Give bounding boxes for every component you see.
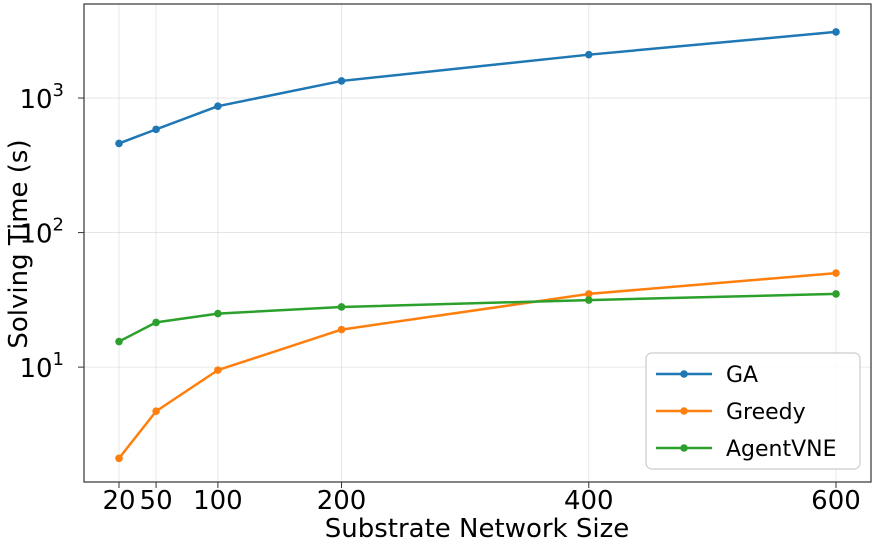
x-tick-label: 600: [811, 486, 861, 516]
legend-label: Greedy: [726, 400, 806, 425]
legend: GA Greedy AgentVNE: [645, 352, 861, 470]
data-point: [584, 290, 593, 298]
data-point: [115, 337, 123, 346]
y-tick-label: 103: [19, 80, 64, 115]
x-axis-ticks: 20 50 100 200 400 600: [102, 482, 861, 516]
x-tick-label: 400: [564, 486, 614, 516]
data-point: [115, 139, 123, 148]
grid-lines: [84, 4, 871, 482]
data-point: [832, 290, 840, 298]
data-point: [214, 102, 222, 110]
legend-label: GA: [726, 363, 758, 388]
data-point: [152, 125, 160, 134]
y-tick-exponent: 1: [53, 349, 64, 370]
series-greedy: [115, 269, 840, 463]
series-group: [115, 28, 840, 463]
data-point: [214, 366, 222, 374]
x-tick-label: 20: [102, 486, 135, 516]
legend-marker: [680, 407, 688, 415]
y-tick-exponent: 2: [53, 215, 64, 236]
data-point: [337, 325, 346, 334]
series-line: [118, 30, 837, 145]
legend-label: AgentVNE: [726, 437, 837, 462]
data-point: [337, 303, 346, 311]
legend-entry: Greedy: [656, 400, 806, 425]
y-tick-exponent: 3: [53, 80, 64, 101]
legend-entry: AgentVNE: [656, 437, 837, 462]
plot-area-frame: [83, 3, 872, 483]
series-line: [118, 271, 837, 460]
legend-entry: GA: [656, 363, 758, 388]
y-tick-base: 10: [19, 85, 52, 115]
legend-marker: [680, 444, 688, 452]
data-point: [584, 50, 593, 59]
legend-box: [645, 352, 861, 470]
data-point: [152, 318, 160, 327]
y-tick-base: 10: [19, 220, 52, 250]
y-tick-label: 102: [19, 215, 64, 250]
series-ga: [115, 28, 840, 148]
y-tick-base: 10: [19, 354, 52, 384]
data-point: [832, 269, 840, 277]
data-point: [214, 309, 222, 318]
data-point: [152, 407, 160, 416]
legend-marker: [680, 370, 688, 378]
data-point: [584, 296, 593, 304]
x-tick-label: 50: [140, 486, 173, 516]
x-tick-label: 200: [317, 486, 367, 516]
x-tick-label: 100: [193, 486, 243, 516]
data-point: [115, 454, 123, 463]
x-axis-label: Substrate Network Size: [325, 514, 630, 544]
series-agentvne: [115, 290, 840, 346]
data-point: [832, 28, 840, 36]
data-point: [337, 77, 346, 85]
y-axis-label: Solving Time (s): [4, 139, 34, 348]
y-tick-label: 101: [19, 349, 64, 384]
series-line: [118, 292, 837, 343]
